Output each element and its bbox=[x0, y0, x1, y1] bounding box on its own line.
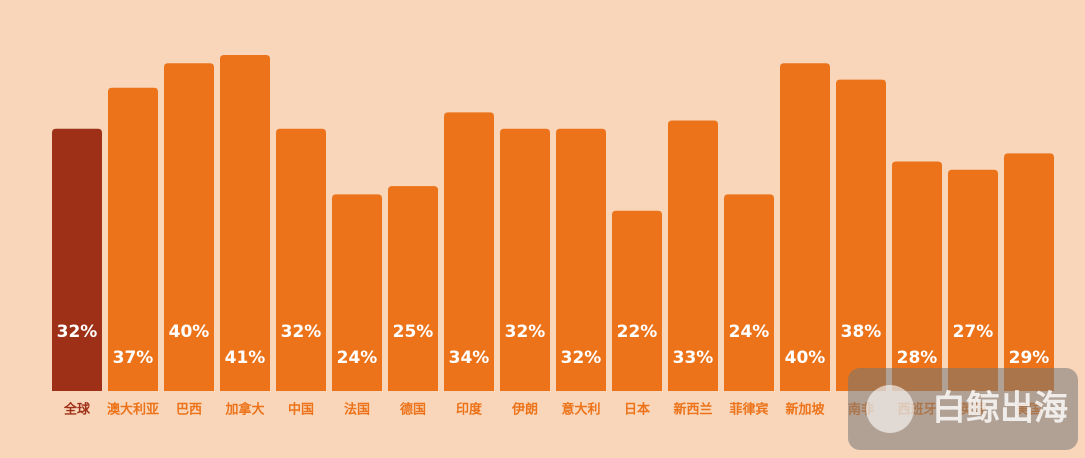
category-label: 新西兰 bbox=[673, 402, 712, 418]
value-label: 27% bbox=[953, 322, 994, 342]
category-label: 印度 bbox=[456, 402, 483, 418]
value-label: 38% bbox=[841, 322, 882, 342]
value-label: 40% bbox=[169, 322, 210, 342]
bar bbox=[332, 194, 382, 391]
bar bbox=[388, 186, 438, 391]
category-label: 巴西 bbox=[176, 403, 202, 418]
value-label: 24% bbox=[729, 322, 770, 342]
watermark-box bbox=[848, 368, 1078, 450]
watermark: 白鲸出海 bbox=[932, 389, 1068, 429]
bar bbox=[52, 128, 102, 391]
category-label: 全球 bbox=[63, 402, 91, 418]
value-label: 32% bbox=[281, 322, 322, 342]
watermark-logo bbox=[866, 385, 914, 433]
bar bbox=[556, 128, 606, 391]
value-label: 32% bbox=[57, 322, 98, 342]
bar bbox=[444, 112, 494, 392]
bar bbox=[780, 63, 830, 391]
bar bbox=[948, 169, 998, 391]
bar bbox=[668, 120, 718, 391]
category-label: 日本 bbox=[624, 402, 650, 418]
bar bbox=[892, 161, 942, 391]
bar bbox=[1004, 153, 1054, 391]
value-label: 28% bbox=[897, 348, 938, 368]
value-label: 41% bbox=[225, 348, 266, 368]
value-label: 33% bbox=[673, 348, 714, 368]
bar bbox=[612, 210, 662, 391]
category-label: 澳大利亚 bbox=[107, 402, 159, 418]
category-label: 新加坡 bbox=[785, 402, 825, 418]
value-label: 22% bbox=[617, 322, 658, 342]
value-label: 25% bbox=[393, 322, 434, 342]
bar bbox=[500, 128, 550, 391]
category-label: 加拿大 bbox=[224, 402, 264, 418]
value-label: 32% bbox=[505, 322, 546, 342]
category-label: 伊朗 bbox=[511, 402, 538, 418]
value-label: 24% bbox=[337, 348, 378, 368]
bar bbox=[220, 55, 270, 391]
bar bbox=[108, 87, 158, 391]
bar bbox=[276, 128, 326, 391]
category-label: 中国 bbox=[288, 402, 314, 418]
bar bbox=[836, 79, 886, 392]
category-label: 意大利 bbox=[561, 402, 600, 418]
value-label: 34% bbox=[449, 348, 490, 368]
value-label: 29% bbox=[1009, 348, 1050, 368]
bar bbox=[164, 63, 214, 391]
value-label: 32% bbox=[561, 348, 602, 368]
value-label: 37% bbox=[113, 348, 154, 368]
value-label: 40% bbox=[785, 348, 826, 368]
category-label: 法国 bbox=[344, 402, 370, 418]
category-label: 德国 bbox=[400, 402, 426, 418]
bar bbox=[724, 194, 774, 391]
category-label: 菲律宾 bbox=[729, 402, 768, 418]
